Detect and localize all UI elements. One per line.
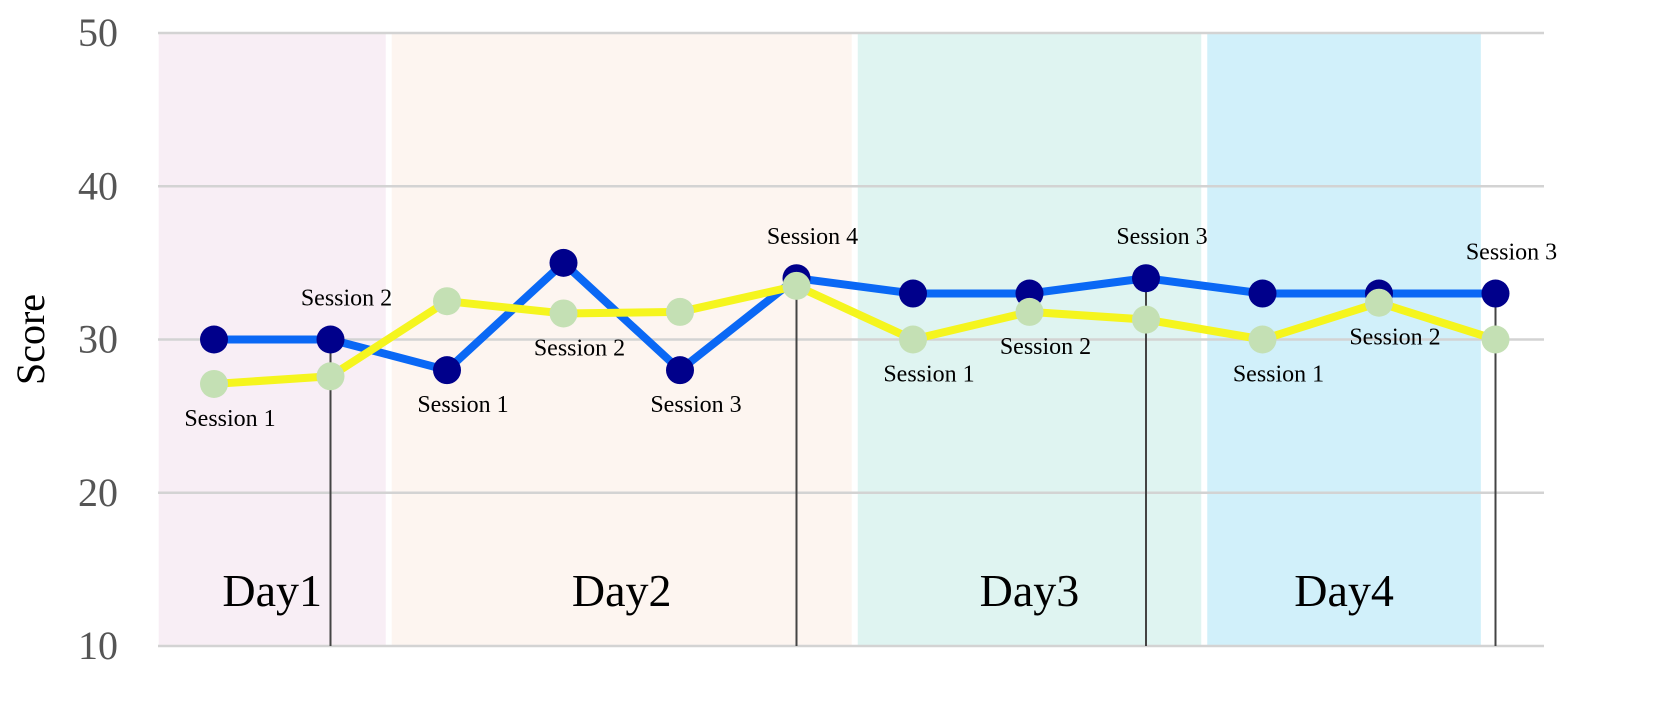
day-label-2: Day2 bbox=[572, 565, 672, 616]
y-axis-title: Score bbox=[8, 294, 53, 385]
y-tick-label: 40 bbox=[78, 163, 118, 208]
series-1-point bbox=[666, 356, 694, 385]
series-1-point bbox=[899, 279, 927, 308]
session-label: Session 3 bbox=[1466, 240, 1557, 266]
series-1-point bbox=[433, 356, 461, 385]
series-2-point bbox=[316, 362, 345, 391]
series-2-point bbox=[200, 369, 228, 398]
session-labels: Session 1 Session 2 Session 1 Session 2 Sess… bbox=[184, 224, 1557, 432]
day-label-4: Day4 bbox=[1294, 565, 1394, 616]
series-1-point bbox=[1132, 264, 1160, 293]
y-tick-labels: 10 20 30 40 50 bbox=[78, 10, 118, 668]
day-label-1: Day1 bbox=[222, 565, 322, 616]
series-1-line bbox=[210, 258, 1500, 375]
series-2-point bbox=[433, 287, 461, 316]
session-label: Session 1 bbox=[1233, 362, 1324, 388]
session-label: Session 1 bbox=[417, 392, 508, 418]
series-2-point bbox=[1015, 297, 1044, 326]
session-label: Session 2 bbox=[301, 286, 392, 312]
session-label: Session 3 bbox=[1116, 224, 1207, 250]
series-1-point bbox=[1248, 279, 1277, 308]
series-lines bbox=[210, 258, 1500, 388]
session-label: Session 1 bbox=[184, 406, 275, 432]
series-2-line bbox=[210, 281, 1500, 388]
series-1-point bbox=[1481, 279, 1510, 308]
gridlines bbox=[158, 31, 1544, 648]
session-label: Session 3 bbox=[650, 392, 741, 418]
session-label: Session 2 bbox=[1000, 334, 1091, 360]
session-label: Session 2 bbox=[534, 335, 625, 361]
y-tick-label: 30 bbox=[78, 317, 118, 362]
series-2-point bbox=[1365, 288, 1393, 317]
day-label-3: Day3 bbox=[980, 565, 1080, 616]
series-2-point bbox=[666, 297, 694, 326]
session-label: Session 1 bbox=[883, 362, 974, 388]
series-1-point bbox=[549, 248, 578, 277]
series-1-point bbox=[316, 325, 345, 354]
day-labels: Day1 Day2 Day3 Day4 bbox=[222, 565, 1393, 616]
series-2-point bbox=[549, 299, 578, 328]
series-points bbox=[200, 248, 1510, 398]
session-label: Session 2 bbox=[1349, 325, 1440, 351]
series-2-point bbox=[782, 271, 811, 300]
session-label: Session 4 bbox=[767, 224, 858, 250]
series-1-point bbox=[200, 325, 228, 354]
series-2-point bbox=[1132, 305, 1160, 334]
y-tick-label: 50 bbox=[78, 10, 118, 55]
series-2-point bbox=[1248, 325, 1277, 354]
series-2-point bbox=[899, 325, 927, 354]
series-2-point bbox=[1481, 325, 1510, 354]
y-tick-label: 10 bbox=[78, 623, 118, 668]
y-tick-label: 20 bbox=[78, 470, 118, 515]
